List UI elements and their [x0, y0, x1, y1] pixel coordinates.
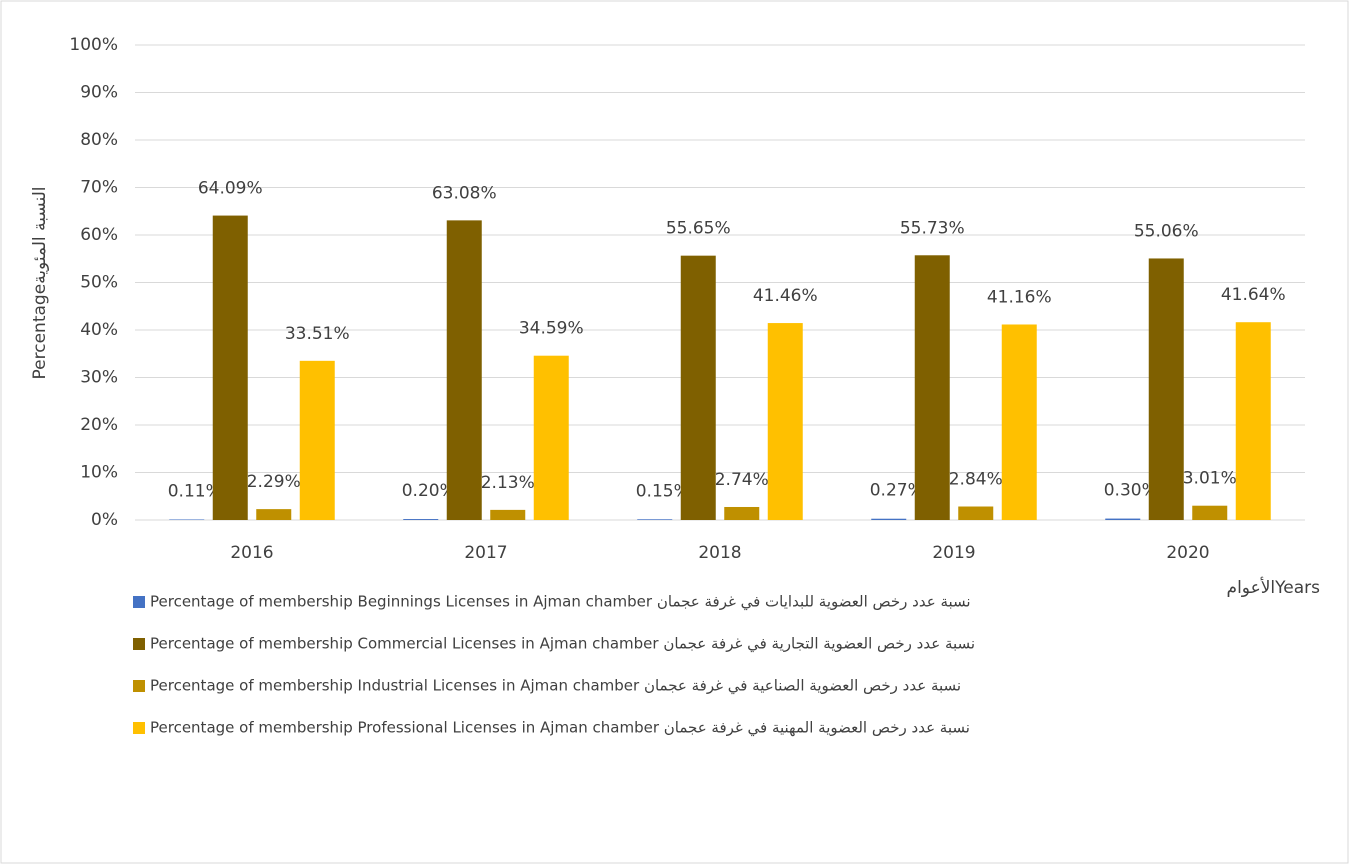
data-label: 41.64%: [1221, 285, 1286, 305]
y-tick-label: 80%: [80, 130, 118, 150]
data-label: 41.16%: [987, 287, 1052, 307]
y-tick-label: 70%: [80, 178, 118, 198]
data-label: 3.01%: [1183, 469, 1237, 489]
data-label: 41.46%: [753, 286, 818, 306]
legend-label: Percentage of membership Industrial Lice…: [150, 677, 961, 696]
bar: [1105, 518, 1141, 520]
legend-swatch: [133, 596, 145, 608]
y-tick-label: 100%: [69, 35, 118, 55]
legend-swatch: [133, 638, 145, 650]
x-tick-label: 2020: [1166, 543, 1209, 563]
legend-swatch: [133, 680, 145, 692]
bar: [446, 220, 482, 520]
data-label: 2.29%: [247, 472, 301, 492]
y-tick-label: 60%: [80, 225, 118, 245]
y-tick-label: 40%: [80, 320, 118, 340]
data-label: 33.51%: [285, 324, 350, 344]
bar: [1001, 324, 1037, 520]
x-tick-label: 2018: [698, 543, 741, 563]
y-axis-label: Percentageالنسبة المئوية: [30, 187, 50, 380]
bar: [680, 255, 716, 520]
y-tick-label: 90%: [80, 83, 118, 103]
data-label: 0.11%: [168, 481, 222, 501]
data-label: 2.74%: [715, 470, 769, 490]
x-axis-label: الأعوامYears: [1227, 577, 1321, 598]
legend-swatch: [133, 722, 145, 734]
bar: [533, 355, 569, 520]
data-label: 2.13%: [481, 473, 535, 493]
legend-label: Percentage of membership Professional Li…: [150, 719, 970, 738]
bar: [403, 519, 439, 520]
data-label: 64.09%: [198, 179, 263, 199]
data-label: 0.20%: [402, 481, 456, 501]
y-tick-label: 20%: [80, 415, 118, 435]
bar: [212, 215, 248, 520]
y-tick-label: 10%: [80, 463, 118, 483]
data-label: 55.73%: [900, 218, 965, 238]
bar: [914, 255, 950, 520]
bar: [871, 518, 907, 520]
bar: [1192, 505, 1228, 520]
bar: [767, 323, 803, 520]
data-label: 63.08%: [432, 183, 497, 203]
legend-label: Percentage of membership Commercial Lice…: [150, 635, 975, 654]
data-label: 0.15%: [636, 481, 690, 501]
x-tick-label: 2016: [230, 543, 273, 563]
legend-label: Percentage of membership Beginnings Lice…: [150, 593, 971, 612]
x-tick-label: 2017: [464, 543, 507, 563]
bar: [299, 360, 335, 520]
data-label: 0.30%: [1104, 481, 1158, 501]
bar: [637, 519, 673, 520]
y-tick-label: 50%: [80, 273, 118, 293]
data-label: 2.84%: [949, 470, 1003, 490]
bar: [490, 509, 526, 520]
x-tick-label: 2019: [932, 543, 975, 563]
bar: [1148, 258, 1184, 520]
data-label: 55.65%: [666, 219, 731, 239]
bar: [256, 509, 292, 520]
bar: [724, 506, 760, 520]
bar: [1235, 322, 1271, 520]
y-tick-label: 30%: [80, 368, 118, 388]
data-label: 34.59%: [519, 319, 584, 339]
bar: [169, 519, 205, 520]
bar: [958, 506, 994, 520]
data-label: 55.06%: [1134, 221, 1199, 241]
data-label: 0.27%: [870, 481, 924, 501]
y-tick-label: 0%: [91, 510, 118, 530]
